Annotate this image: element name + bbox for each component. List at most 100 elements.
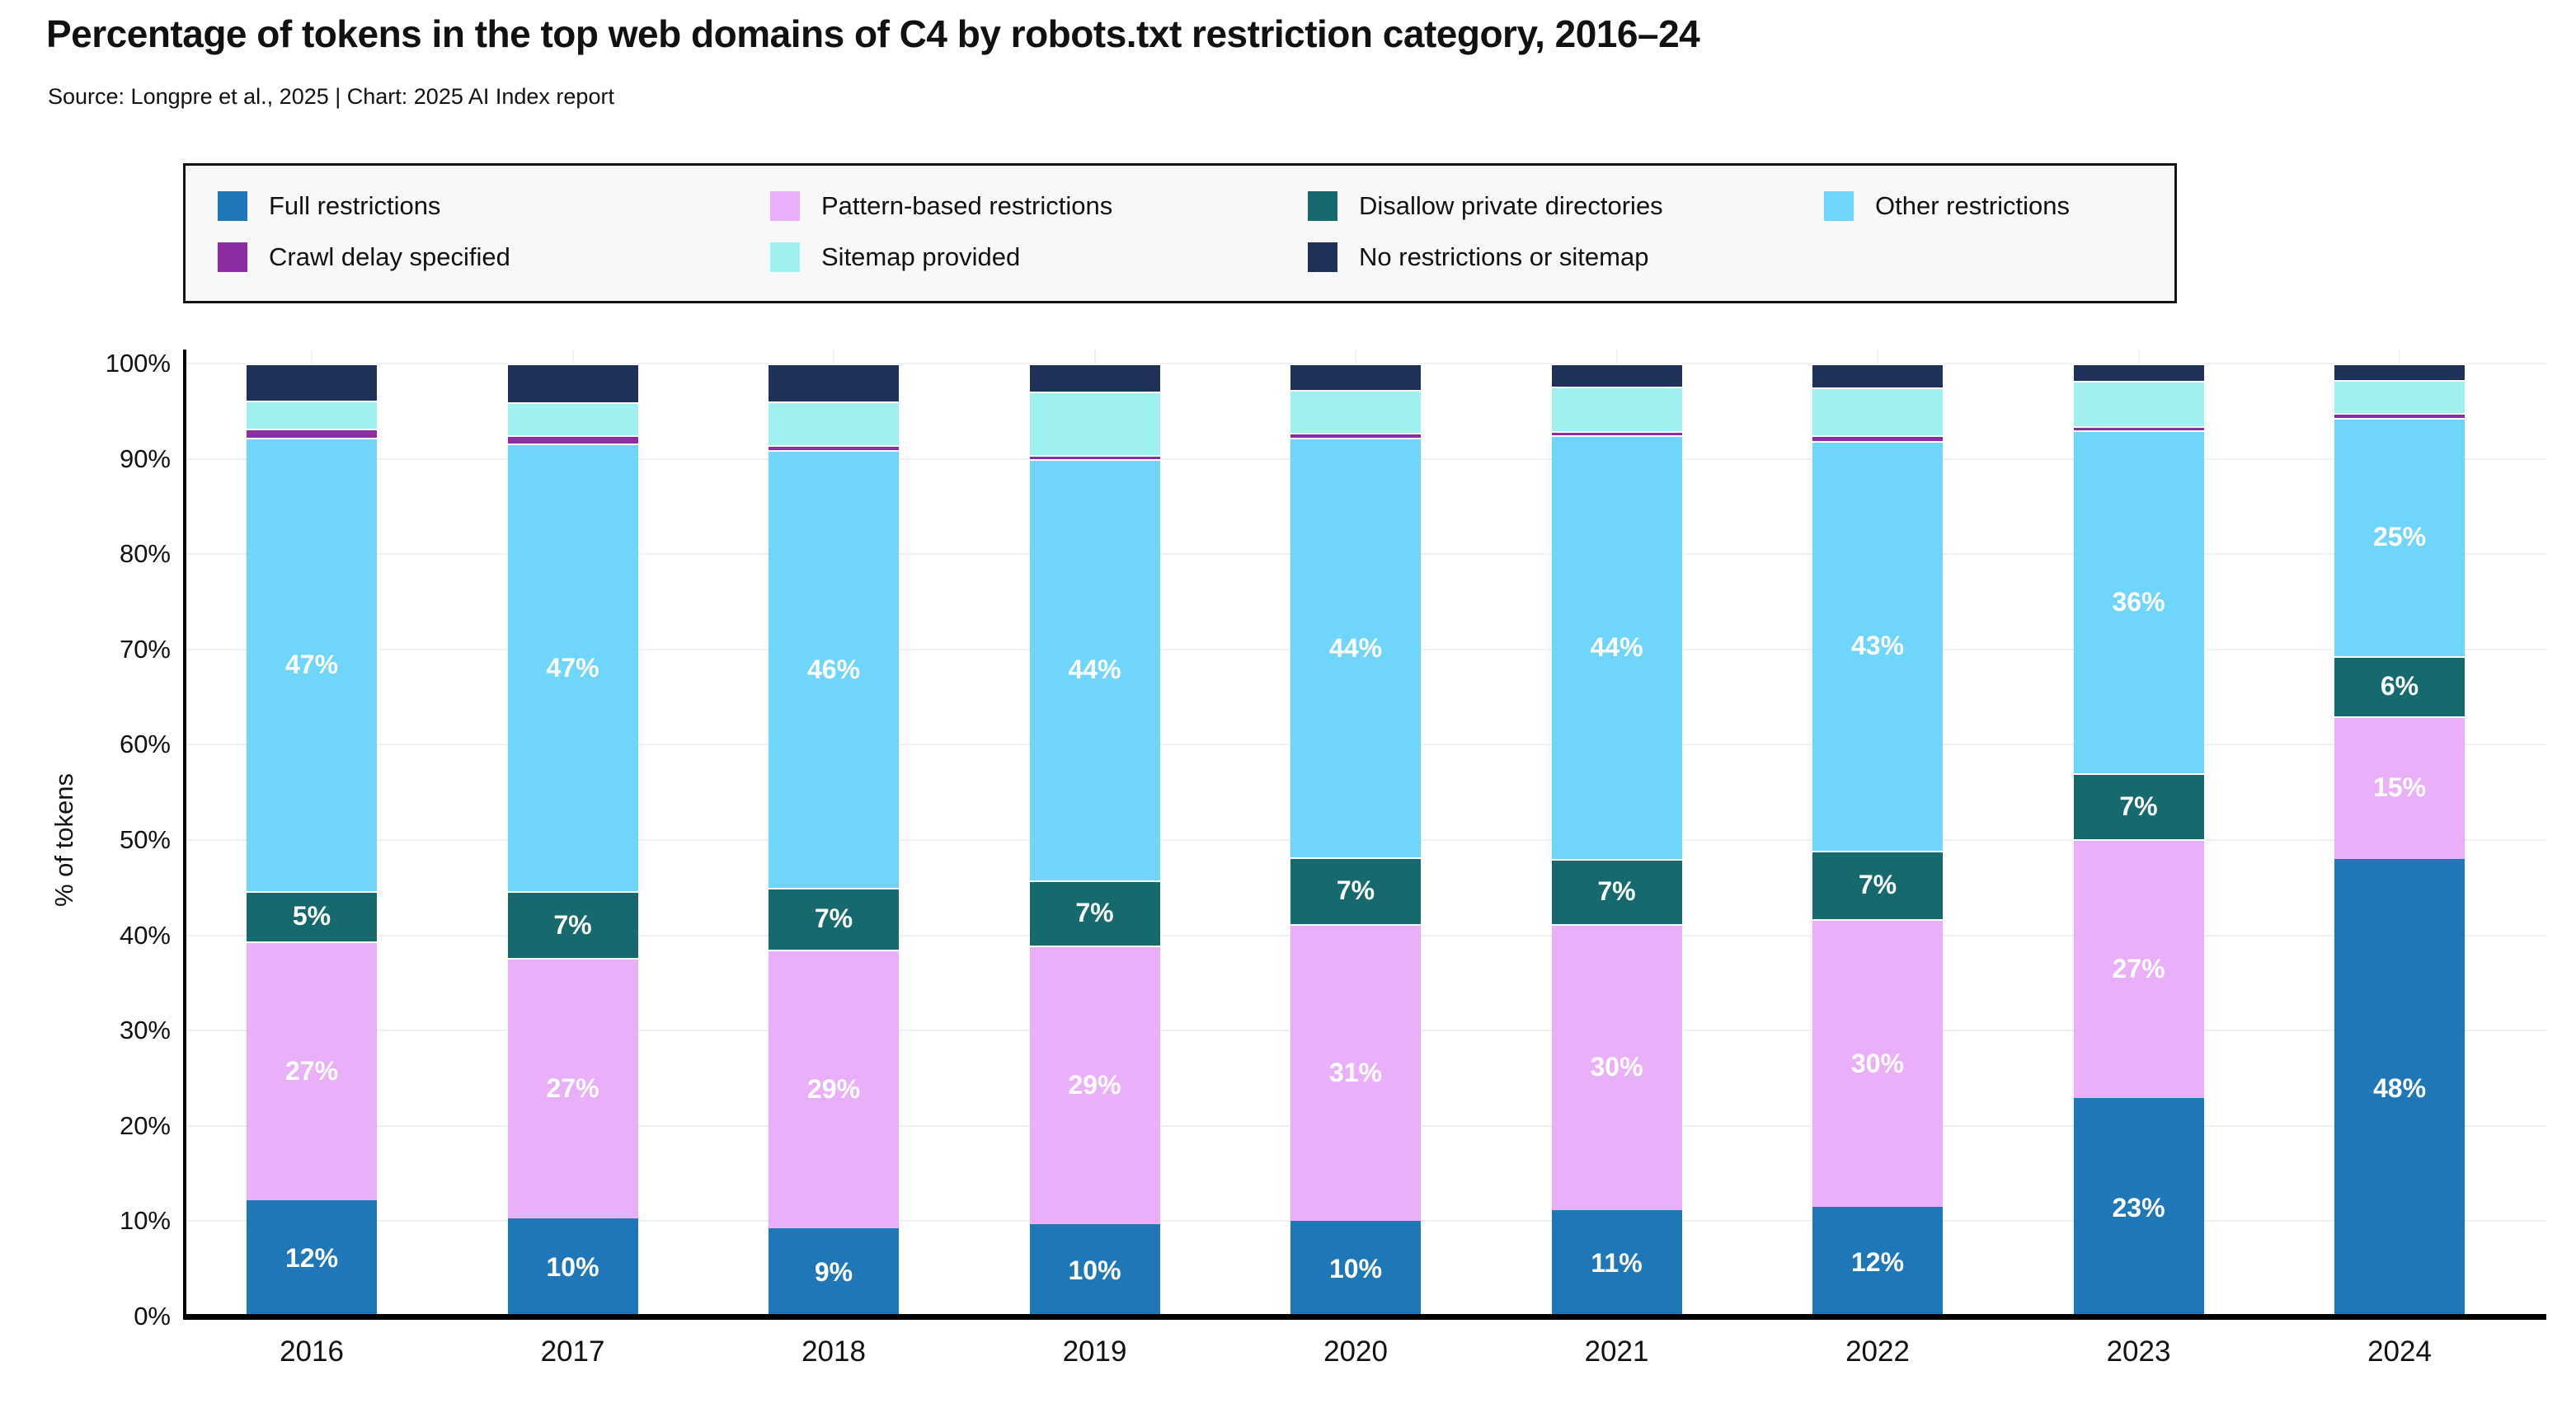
segment-label-2022-full-restrictions: 12% <box>1850 1246 1905 1277</box>
segment-label-2016-pattern-based-restrictions: 27% <box>284 1055 339 1086</box>
segment-2019-no-restrictions-or-sitemap <box>1029 364 1160 392</box>
segment-2018-no-restrictions-or-sitemap <box>769 364 899 402</box>
legend-swatch-no-restrictions-or-sitemap <box>1308 242 1337 272</box>
legend-item-sitemap-provided: Sitemap provided <box>770 242 1020 272</box>
segment-label-2024-full-restrictions: 48% <box>2372 1072 2427 1103</box>
legend-label: Sitemap provided <box>821 242 1021 271</box>
bar-2020: 10% 31% 7% 44% <box>1290 364 1421 1316</box>
legend-swatch-other-restrictions <box>1824 191 1854 221</box>
segment-2017-crawl-delay-specified <box>507 434 638 444</box>
segment-2022-other-restrictions <box>1812 440 1943 851</box>
segment-2020-pattern-based-restrictions <box>1290 923 1421 1222</box>
legend-swatch-crawl-delay-specified <box>218 242 247 272</box>
segment-2022-sitemap-provided <box>1812 387 1943 435</box>
segment-2016-crawl-delay-specified <box>247 428 377 439</box>
segment-2016-no-restrictions-or-sitemap <box>247 364 377 401</box>
chart-title: Percentage of tokens in the top web doma… <box>46 12 1700 55</box>
bar-2023: 23% 27% 7% 36% <box>2073 364 2204 1316</box>
x-tick-2020: 2020 <box>1323 1335 1388 1368</box>
segment-2022-pattern-based-restrictions <box>1812 918 1943 1208</box>
segment-2020-crawl-delay-specified <box>1290 433 1421 439</box>
segment-label-2018-other-restrictions: 46% <box>806 654 861 684</box>
segment-label-2016-disallow-private-directories: 5% <box>292 901 331 932</box>
segment-2017-no-restrictions-or-sitemap <box>507 364 638 403</box>
x-tick-2018: 2018 <box>801 1335 866 1368</box>
segment-2023-sitemap-provided <box>2073 380 2204 427</box>
segment-2022-crawl-delay-specified <box>1812 434 1943 441</box>
segment-2018-crawl-delay-specified <box>769 445 899 451</box>
x-tick-2022: 2022 <box>1845 1335 1910 1368</box>
y-tick-50%: 50% <box>119 825 171 854</box>
segment-2022-full-restrictions <box>1812 1207 1943 1316</box>
legend-label: Full restrictions <box>269 191 441 220</box>
segment-2016-disallow-private-directories <box>247 891 377 941</box>
segment-2024-crawl-delay-specified <box>2334 413 2465 418</box>
bar-2019: 10% 29% 7% 44% <box>1029 364 1160 1316</box>
segment-label-2023-pattern-based-restrictions: 27% <box>2112 954 2165 984</box>
segment-label-2023-other-restrictions: 36% <box>2112 587 2165 617</box>
legend-swatch-pattern-based-restrictions <box>770 191 800 221</box>
legend-item-other-restrictions: Other restrictions <box>1824 191 2070 221</box>
segment-2019-other-restrictions <box>1029 458 1160 880</box>
segment-2018-other-restrictions <box>769 450 899 888</box>
segment-label-2022-pattern-based-restrictions: 30% <box>1850 1048 1905 1078</box>
segment-label-2017-full-restrictions: 10% <box>546 1252 599 1283</box>
segment-2023-disallow-private-directories <box>2073 773 2204 839</box>
segment-2019-full-restrictions <box>1029 1223 1160 1316</box>
legend-label: Pattern-based restrictions <box>821 191 1113 220</box>
segment-label-2020-pattern-based-restrictions: 31% <box>1328 1058 1383 1088</box>
segment-2021-sitemap-provided <box>1551 386 1682 432</box>
segment-2017-other-restrictions <box>507 444 638 892</box>
y-tick-20%: 20% <box>119 1110 171 1140</box>
segment-2018-full-restrictions <box>769 1227 899 1316</box>
segment-2019-pattern-based-restrictions <box>1029 946 1160 1224</box>
segment-label-2024-pattern-based-restrictions: 15% <box>2372 772 2427 803</box>
segment-label-2023-full-restrictions: 23% <box>2112 1192 2165 1223</box>
x-tick-2021: 2021 <box>1584 1335 1649 1368</box>
segment-label-2021-other-restrictions: 44% <box>1590 631 1643 662</box>
legend-label: Disallow private directories <box>1359 191 1663 220</box>
bar-2016: 12% 27% 5% 47% <box>247 364 377 1316</box>
segment-2016-sitemap-provided <box>247 401 377 429</box>
segment-2021-crawl-delay-specified <box>1551 431 1682 435</box>
segment-2024-no-restrictions-or-sitemap <box>2334 364 2465 380</box>
segment-label-2017-pattern-based-restrictions: 27% <box>546 1073 599 1104</box>
segment-2016-full-restrictions <box>247 1199 377 1316</box>
segment-label-2024-disallow-private-directories: 6% <box>2380 671 2419 702</box>
segment-label-2019-other-restrictions: 44% <box>1068 655 1121 685</box>
y-tick-100%: 100% <box>105 349 171 378</box>
segment-2024-full-restrictions <box>2334 859 2465 1316</box>
legend-swatch-sitemap-provided <box>770 242 800 272</box>
bar-2024: 48% 15% 6% 25% <box>2334 364 2465 1316</box>
segment-2021-pattern-based-restrictions <box>1551 923 1682 1210</box>
segment-2017-sitemap-provided <box>507 402 638 435</box>
segment-2016-other-restrictions <box>247 438 377 892</box>
x-tick-2016: 2016 <box>280 1335 344 1368</box>
legend-swatch-full-restrictions <box>218 191 247 221</box>
segment-2020-disallow-private-directories <box>1290 857 1421 924</box>
segment-2018-sitemap-provided <box>769 401 899 446</box>
bar-2021: 11% 30% 7% 44% <box>1551 364 1682 1316</box>
segment-label-2022-disallow-private-directories: 7% <box>1858 870 1897 900</box>
segment-2016-pattern-based-restrictions <box>247 941 377 1200</box>
segment-2023-other-restrictions <box>2073 429 2204 774</box>
legend-item-disallow-private-directories: Disallow private directories <box>1308 191 1663 221</box>
segment-2020-full-restrictions <box>1290 1221 1421 1316</box>
x-tick-2017: 2017 <box>540 1335 605 1368</box>
segment-2021-full-restrictions <box>1551 1209 1682 1316</box>
segment-2023-full-restrictions <box>2073 1098 2204 1316</box>
x-axis-line <box>183 1314 2546 1320</box>
segment-2021-other-restrictions <box>1551 434 1682 860</box>
y-axis-line <box>183 350 186 1320</box>
legend-label: Crawl delay specified <box>269 242 510 271</box>
bar-2018: 9% 29% 7% 46% <box>769 364 899 1316</box>
segment-2019-disallow-private-directories <box>1029 880 1160 946</box>
segment-2020-sitemap-provided <box>1290 390 1421 434</box>
segment-2017-disallow-private-directories <box>507 891 638 959</box>
segment-2020-no-restrictions-or-sitemap <box>1290 364 1421 391</box>
segment-label-2017-other-restrictions: 47% <box>546 652 599 683</box>
segment-2021-no-restrictions-or-sitemap <box>1551 364 1682 387</box>
segment-2021-disallow-private-directories <box>1551 859 1682 924</box>
